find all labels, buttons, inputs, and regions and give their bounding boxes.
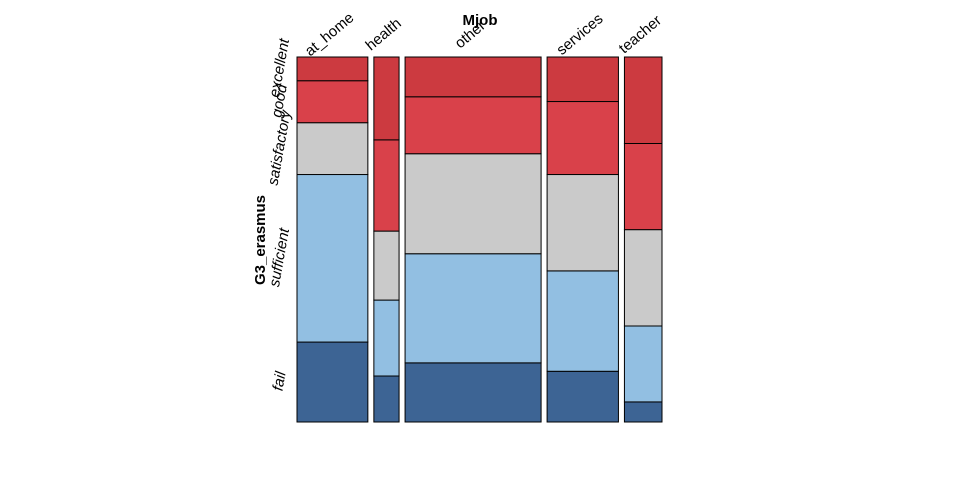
tile-services-excellent (546, 56, 619, 103)
tile-at-home-satisfactory (296, 122, 369, 176)
tile-services-satisfactory (546, 174, 619, 272)
tile-teacher-fail (623, 401, 663, 423)
tile-at-home-excellent (296, 56, 369, 82)
tile-services-good (546, 101, 619, 176)
x-tick-label-health: health (362, 15, 404, 54)
tile-teacher-satisfactory (623, 229, 663, 327)
x-tick-label-teacher: teacher (616, 12, 665, 57)
tile-health-satisfactory (373, 230, 400, 301)
x-tick-label-services: services (553, 10, 606, 58)
tile-teacher-excellent (623, 56, 663, 144)
tile-health-fail (373, 375, 400, 423)
y-level-label-satisfactory: satisfactory (265, 108, 295, 187)
y-level-label-good: good (268, 82, 291, 118)
tile-health-good (373, 139, 400, 232)
y-level-label-fail: fail (270, 370, 290, 392)
y-axis-title: G3_erasmus (252, 195, 269, 285)
tile-at-home-fail (296, 341, 369, 423)
tile-teacher-good (623, 143, 663, 231)
tile-teacher-sufficient (623, 325, 663, 403)
tile-other-excellent (404, 56, 542, 98)
y-level-label-sufficient: sufficient (266, 226, 293, 288)
tile-other-sufficient (404, 253, 542, 364)
mosaic-tiles (296, 56, 663, 423)
tile-services-fail (546, 370, 619, 423)
x-axis-title: Mjob (463, 12, 498, 29)
tile-health-sufficient (373, 299, 400, 377)
tile-at-home-good (296, 80, 369, 124)
tile-other-good (404, 96, 542, 155)
tile-health-excellent (373, 56, 400, 141)
tile-at-home-sufficient (296, 174, 369, 343)
tile-services-sufficient (546, 270, 619, 372)
x-tick-label-at-home: at_home (302, 9, 358, 60)
tile-other-satisfactory (404, 153, 542, 255)
tile-other-fail (404, 362, 542, 423)
